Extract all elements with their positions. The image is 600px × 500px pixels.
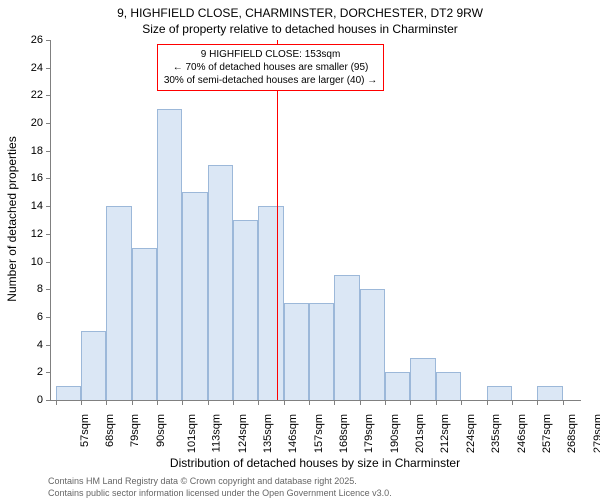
info-box-line: 30% of semi-detached houses are larger (… bbox=[164, 74, 377, 87]
footer-line1: Contains HM Land Registry data © Crown c… bbox=[48, 476, 392, 488]
footer-attribution: Contains HM Land Registry data © Crown c… bbox=[48, 476, 392, 499]
info-box: 9 HIGHFIELD CLOSE: 153sqm← 70% of detach… bbox=[157, 44, 384, 91]
x-tick-label: 279sqm bbox=[592, 414, 600, 453]
x-tick-label: 146sqm bbox=[288, 414, 300, 453]
histogram-bar bbox=[132, 248, 157, 400]
histogram-chart: 9, HIGHFIELD CLOSE, CHARMINSTER, DORCHES… bbox=[0, 0, 600, 500]
histogram-bar bbox=[182, 192, 207, 400]
histogram-bar bbox=[208, 165, 233, 400]
x-tick-label: 124sqm bbox=[237, 414, 249, 453]
histogram-bar bbox=[309, 303, 334, 400]
histogram-bar bbox=[157, 109, 182, 400]
x-tick-label: 157sqm bbox=[313, 414, 325, 453]
histogram-bar bbox=[284, 303, 309, 400]
x-tick-label: 268sqm bbox=[566, 414, 578, 453]
x-tick-label: 113sqm bbox=[211, 414, 223, 452]
x-tick-label: 190sqm bbox=[389, 414, 401, 453]
x-tick-label: 212sqm bbox=[440, 414, 452, 453]
info-box-line: 9 HIGHFIELD CLOSE: 153sqm bbox=[164, 48, 377, 61]
x-tick-label: 79sqm bbox=[129, 414, 141, 447]
reference-line bbox=[277, 40, 278, 400]
histogram-bar bbox=[233, 220, 258, 400]
x-tick-label: 57sqm bbox=[79, 414, 91, 447]
histogram-bar bbox=[106, 206, 131, 400]
chart-title-line1: 9, HIGHFIELD CLOSE, CHARMINSTER, DORCHES… bbox=[0, 6, 600, 22]
histogram-bar bbox=[258, 206, 283, 400]
plot-area: 0246810121416182022242657sqm68sqm79sqm90… bbox=[50, 40, 581, 401]
histogram-bar bbox=[487, 386, 512, 400]
histogram-bar bbox=[385, 372, 410, 400]
histogram-bar bbox=[334, 275, 359, 400]
x-tick-label: 135sqm bbox=[262, 414, 274, 453]
x-tick-label: 246sqm bbox=[516, 414, 528, 453]
x-tick-label: 201sqm bbox=[414, 414, 426, 453]
footer-line2: Contains public sector information licen… bbox=[48, 488, 392, 500]
histogram-bar bbox=[537, 386, 562, 400]
y-axis-label: Number of detached properties bbox=[5, 129, 19, 309]
histogram-bar bbox=[410, 358, 435, 400]
x-tick-label: 257sqm bbox=[541, 414, 553, 453]
x-tick-label: 179sqm bbox=[364, 414, 376, 453]
histogram-bar bbox=[360, 289, 385, 400]
histogram-bar bbox=[436, 372, 461, 400]
info-box-line: ← 70% of detached houses are smaller (95… bbox=[164, 61, 377, 74]
chart-title-line2: Size of property relative to detached ho… bbox=[0, 22, 600, 38]
x-tick-label: 235sqm bbox=[490, 414, 502, 453]
x-tick-label: 101sqm bbox=[186, 414, 198, 453]
x-tick-label: 68sqm bbox=[104, 414, 116, 447]
x-tick-label: 224sqm bbox=[465, 414, 477, 453]
x-tick-label: 168sqm bbox=[338, 414, 350, 453]
x-tick-label: 90sqm bbox=[155, 414, 167, 447]
histogram-bar bbox=[81, 331, 106, 400]
x-axis-label: Distribution of detached houses by size … bbox=[155, 456, 475, 470]
histogram-bar bbox=[56, 386, 81, 400]
